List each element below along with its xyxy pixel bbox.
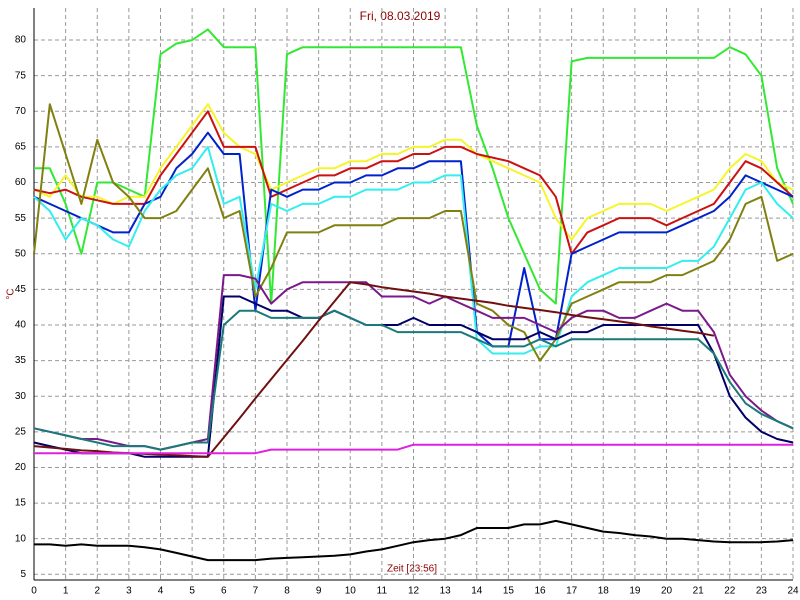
y-tick-label: 75 xyxy=(15,70,27,81)
x-tick-label: 11 xyxy=(377,586,388,597)
x-tick-label: 4 xyxy=(158,586,164,597)
x-tick-label: 22 xyxy=(724,586,736,597)
series-line xyxy=(33,110,794,255)
x-tick-label: 8 xyxy=(284,586,290,597)
series-line xyxy=(34,443,793,455)
x-tick-label: 10 xyxy=(345,586,357,597)
series-line xyxy=(33,103,794,362)
y-axis-label: °C xyxy=(6,288,17,299)
x-tick-label: 5 xyxy=(189,586,195,597)
series-line xyxy=(33,131,794,348)
x-tick-label: 23 xyxy=(756,586,768,597)
y-tick-label: 25 xyxy=(15,426,27,437)
x-tick-label: 3 xyxy=(126,586,132,597)
x-tick-label: 1 xyxy=(63,586,69,597)
x-tick-label: 7 xyxy=(253,586,259,597)
x-tick-label: 20 xyxy=(661,586,673,597)
y-tick-label: 45 xyxy=(15,284,27,295)
y-tick-label: 35 xyxy=(15,355,27,366)
y-tick-label: 10 xyxy=(15,533,27,544)
x-tick-label: 18 xyxy=(598,586,610,597)
x-tick-label: 16 xyxy=(534,586,546,597)
series-line xyxy=(34,519,794,562)
y-tick-label: 15 xyxy=(15,498,27,509)
x-axis-label: Zeit [23:56] xyxy=(387,564,437,575)
x-tick-label: 19 xyxy=(629,586,641,597)
y-tick-label: 50 xyxy=(15,248,27,259)
series-line xyxy=(33,309,794,451)
x-tick-label: 14 xyxy=(471,586,483,597)
chart-title: Fri, 08.03.2019 xyxy=(360,9,441,23)
x-tick-label: 12 xyxy=(408,586,420,597)
x-tick-label: 0 xyxy=(31,586,37,597)
series-line xyxy=(34,28,794,305)
series-line xyxy=(33,103,794,241)
x-tick-label: 13 xyxy=(440,586,452,597)
y-tick-label: 70 xyxy=(15,106,27,117)
y-tick-label: 30 xyxy=(15,391,27,402)
y-tick-label: 40 xyxy=(15,320,27,331)
x-tick-label: 2 xyxy=(94,586,100,597)
series-line xyxy=(33,295,794,458)
y-tick-label: 5 xyxy=(20,569,26,580)
y-tick-label: 80 xyxy=(15,35,27,46)
y-tick-label: 20 xyxy=(15,462,27,473)
series-line xyxy=(33,145,794,355)
y-tick-label: 60 xyxy=(15,177,27,188)
x-tick-label: 24 xyxy=(787,586,799,597)
x-tick-label: 21 xyxy=(693,586,705,597)
y-tick-label: 65 xyxy=(15,142,27,153)
x-tick-label: 9 xyxy=(316,586,322,597)
x-tick-label: 6 xyxy=(221,586,227,597)
x-tick-label: 17 xyxy=(566,586,578,597)
x-tick-label: 15 xyxy=(503,586,515,597)
y-tick-label: 55 xyxy=(15,213,27,224)
